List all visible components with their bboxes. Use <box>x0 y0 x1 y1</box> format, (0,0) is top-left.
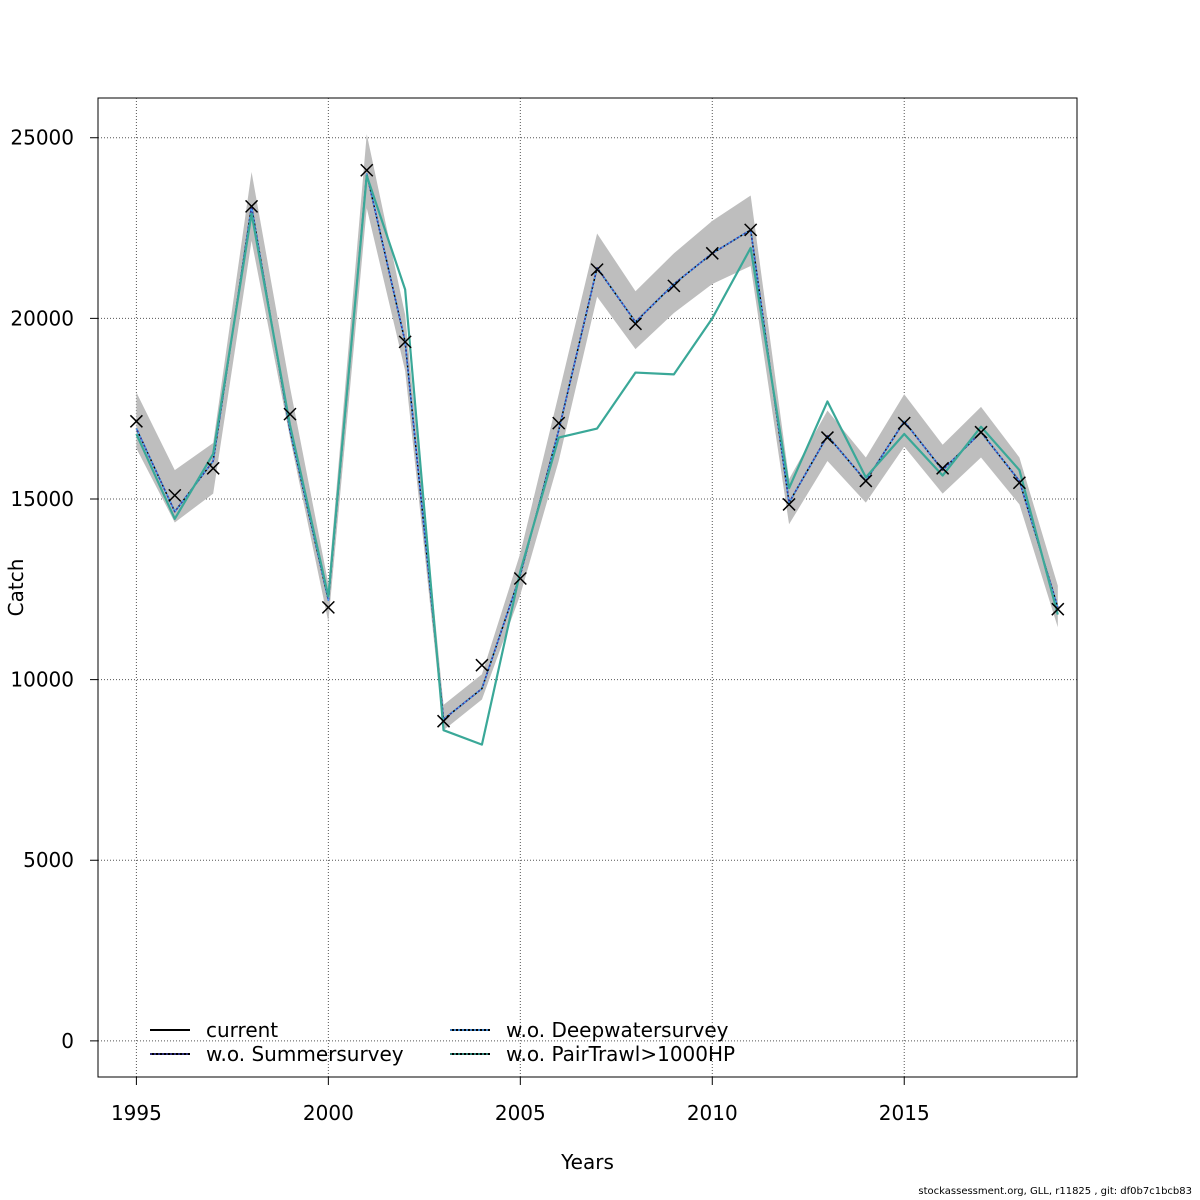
observed-point-stroke <box>974 425 988 439</box>
observed-point <box>321 600 335 614</box>
observed-point-stroke <box>936 461 950 475</box>
observed-point-stroke <box>552 416 566 430</box>
observed-point-stroke <box>206 461 220 475</box>
y-tick-label: 10000 <box>10 668 74 692</box>
y-tick-label: 5000 <box>23 848 74 872</box>
observed-point <box>398 335 412 349</box>
observed-point-stroke <box>744 223 758 237</box>
x-tick-label: 2000 <box>303 1101 354 1125</box>
observed-point-stroke <box>398 335 412 349</box>
observed-point <box>129 414 143 428</box>
observed-point-stroke <box>590 263 604 277</box>
observed-point-stroke <box>475 658 489 672</box>
observed-point <box>283 407 297 421</box>
series-line-4 <box>135 174 1059 746</box>
observed-point-stroke <box>436 714 451 728</box>
observed-point <box>820 431 834 445</box>
y-axis-title: Catch <box>4 559 28 617</box>
observed-point-stroke <box>1051 602 1065 616</box>
observed-point <box>936 461 950 475</box>
observed-point <box>590 263 604 277</box>
x-axis-title: Years <box>560 1150 614 1174</box>
x-tick-label: 2010 <box>687 1101 738 1125</box>
observed-point <box>744 223 758 237</box>
observed-point <box>360 163 374 177</box>
observed-point-stroke <box>820 431 834 445</box>
legend-label: w.o. Deepwatersurvey <box>506 1018 729 1042</box>
observed-point-stroke <box>283 407 297 421</box>
observed-point <box>782 497 796 511</box>
confidence-band-area <box>136 134 1058 731</box>
observed-point-stroke <box>628 317 643 331</box>
series-line-2 <box>135 173 1059 721</box>
confidence-band <box>136 134 1058 731</box>
observed-point-stroke <box>245 199 259 213</box>
series-line-3 <box>135 173 1059 721</box>
observed-point-stroke <box>168 488 182 502</box>
legend-label: w.o. Summersurvey <box>206 1042 404 1066</box>
observed-point-stroke <box>897 416 911 430</box>
y-tick-label: 25000 <box>10 126 74 150</box>
x-tick-label: 2005 <box>495 1101 546 1125</box>
observed-point <box>168 488 182 502</box>
legend-label: current <box>206 1018 278 1042</box>
observed-point <box>436 714 451 728</box>
y-tick-label: 15000 <box>10 487 74 511</box>
observed-point-stroke <box>859 474 873 488</box>
observed-point <box>206 461 220 475</box>
observed-point-stroke <box>321 600 335 614</box>
observed-point-stroke <box>1012 476 1026 490</box>
observed-point <box>859 474 873 488</box>
observed-point <box>475 658 489 672</box>
legend-item: w.o. Summersurvey <box>150 1042 404 1066</box>
observed-markers <box>129 163 1065 728</box>
legend-item: w.o. PairTrawl>1000HP <box>450 1042 735 1066</box>
x-axis: 1995 2000 2005 2010 2015 <box>111 1077 930 1125</box>
footer-credit: stockassessment.org, GLL, r11825 , git: … <box>918 1186 1192 1197</box>
observed-point <box>1012 476 1026 490</box>
observed-point-stroke <box>782 497 796 511</box>
legend-label: w.o. PairTrawl>1000HP <box>506 1042 735 1066</box>
legend-item: w.o. Deepwatersurvey <box>450 1018 729 1042</box>
x-tick-label: 2015 <box>879 1101 930 1125</box>
observed-point-stroke <box>129 414 143 428</box>
legend-item: current <box>150 1018 278 1042</box>
observed-point <box>667 279 681 293</box>
observed-point <box>513 571 527 585</box>
observed-point <box>974 425 988 439</box>
y-axis: 0 5000 10000 15000 20000 25000 <box>10 126 98 1053</box>
observed-point <box>552 416 566 430</box>
y-tick-label: 0 <box>61 1029 74 1053</box>
observed-point-stroke <box>513 571 527 585</box>
observed-point <box>628 317 643 331</box>
observed-point-stroke <box>705 246 719 260</box>
observed-point-stroke <box>360 163 374 177</box>
y-tick-label: 20000 <box>10 306 74 330</box>
observed-point-stroke <box>667 279 681 293</box>
series-lines <box>135 173 1059 746</box>
observed-point <box>897 416 911 430</box>
plot-frame <box>97 97 1078 1078</box>
x-tick-label: 1995 <box>111 1101 162 1125</box>
observed-point <box>705 246 719 260</box>
observed-point <box>245 199 259 213</box>
observed-point <box>1051 602 1065 616</box>
